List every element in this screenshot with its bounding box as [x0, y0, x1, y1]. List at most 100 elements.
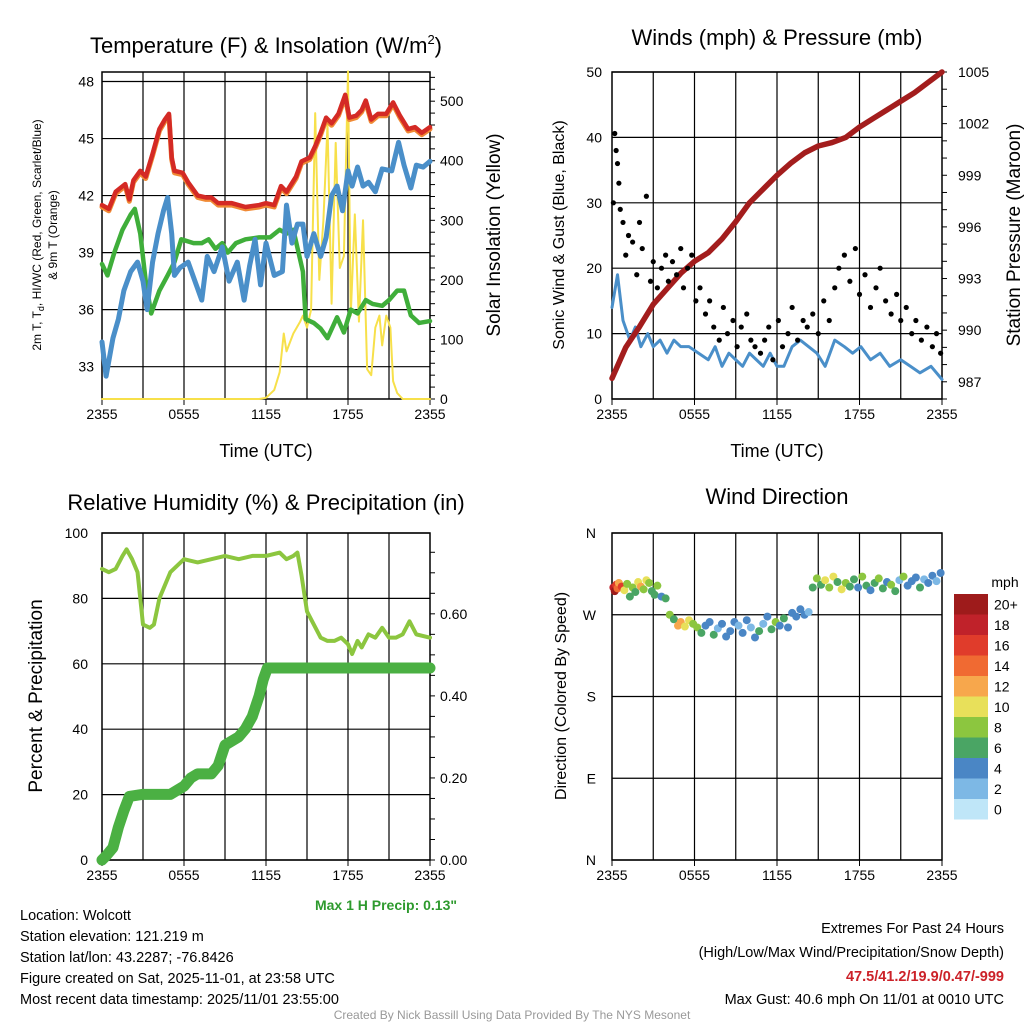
wind-direction-point: [854, 583, 863, 592]
gust-point: [724, 331, 731, 337]
colorbar-label: 12: [994, 678, 1010, 694]
gust-point: [658, 265, 665, 271]
credit-text: Created By Nick Bassill Using Data Provi…: [333, 1008, 691, 1022]
gust-point: [785, 331, 791, 337]
x-tick-label: 1755: [844, 406, 875, 422]
x-tick-label: 1755: [332, 406, 363, 422]
gust-point: [795, 337, 801, 343]
x-tick-label: 2355: [414, 406, 445, 422]
wind-direction-point: [639, 585, 648, 594]
gust-point: [821, 298, 827, 304]
wind-direction-point: [784, 623, 792, 632]
gust-point: [913, 317, 919, 324]
y2-tick-label: 0.20: [440, 770, 467, 786]
x-tick-label: 1155: [251, 406, 281, 422]
gust-point: [625, 232, 632, 239]
wind-direction-point: [796, 605, 805, 614]
x-tick-label: 2355: [414, 867, 445, 883]
wind-direction-point: [812, 574, 821, 583]
wind-direction-point: [911, 573, 920, 582]
elevation-text: Station elevation: 121.219 m: [20, 929, 204, 945]
y2-tick-label: 1005: [958, 64, 989, 80]
solar-insolation-line: [101, 70, 431, 400]
gust-point: [883, 298, 889, 304]
wind-direction-point: [792, 612, 801, 621]
y-tick-label: 33: [78, 359, 94, 375]
y2-tick-label: 0: [440, 391, 448, 407]
gust-point: [918, 337, 924, 343]
y-tick-label: 20: [586, 260, 602, 276]
chart-title: Temperature (F) & Insolation (W/m2): [90, 32, 442, 58]
wind-direction-point: [779, 614, 788, 623]
gust-point: [711, 324, 717, 330]
x-tick-label: 0555: [679, 406, 710, 422]
y2-tick-label: 500: [440, 93, 464, 109]
wind-direction-point: [709, 630, 718, 639]
gust-point: [613, 147, 619, 154]
wind-direction-point: [808, 583, 817, 592]
wind-direction-point: [746, 623, 755, 632]
scarlet-blue-line: [99, 139, 433, 379]
gust-point: [680, 285, 687, 291]
gust-point: [873, 285, 879, 291]
wind-direction-point: [775, 621, 784, 630]
gust-point: [630, 239, 636, 245]
colorbar-label: 20+: [994, 596, 1018, 612]
gust-point: [748, 337, 754, 343]
x-tick-label: 2355: [926, 406, 957, 422]
colorbar-swatch: [954, 799, 988, 820]
colorbar-label: 16: [994, 637, 1010, 653]
y-tick-label: 39: [78, 245, 94, 261]
chart-title: Relative Humidity (%) & Precipitation (i…: [67, 490, 464, 515]
y-tick-label: 60: [72, 656, 88, 672]
y-tick-label: 40: [586, 129, 602, 145]
gust-point: [707, 298, 713, 304]
gust-point: [617, 206, 623, 212]
extremes-box: Extremes For Past 24 Hours (High/Low/Max…: [699, 917, 1004, 1011]
extremes-values: 47.5/41.2/19.9/0.47/-999: [845, 969, 1004, 985]
x-tick-label: 2355: [596, 867, 627, 883]
wind-direction-point: [726, 627, 735, 636]
y2-tick-label: 100: [440, 331, 464, 347]
y-tick-label: 100: [65, 525, 89, 541]
x-tick-label: 1755: [844, 867, 875, 883]
wind-direction-point: [821, 576, 830, 585]
gust-point: [903, 304, 909, 311]
wind-direction-point: [932, 577, 941, 586]
y2-tick-label: 990: [958, 322, 982, 338]
wind-direction-point: [936, 568, 945, 577]
gust-point: [775, 317, 781, 324]
wind-direction-point: [661, 594, 670, 603]
y-tick-label: 10: [586, 326, 602, 342]
max-gust-text: Max Gust: 40.6 mph On 11/01 at 0010 UTC: [724, 992, 1004, 1008]
colorbar-swatch: [954, 655, 988, 676]
colorbar-swatch: [954, 635, 988, 656]
colorbar-label: 6: [994, 740, 1002, 756]
gust-point: [669, 259, 676, 265]
gust-point: [716, 337, 722, 343]
colorbar-label: 14: [994, 658, 1010, 674]
wind-direction-point: [833, 578, 842, 587]
y2-tick-label: 993: [958, 271, 982, 287]
y2-tick-label: 300: [440, 212, 464, 228]
x-tick-label: 1155: [251, 867, 281, 883]
wind-direction-point: [891, 587, 900, 596]
wind-direction-point: [759, 619, 768, 628]
gust-point: [634, 272, 640, 278]
extremes-title: Extremes For Past 24 Hours: [821, 921, 1004, 937]
gust-point: [929, 344, 935, 350]
colorbar-label: 2: [994, 781, 1002, 797]
relative-humidity-line: [100, 547, 432, 656]
x-tick-label: 1155: [762, 867, 792, 883]
gust-point: [800, 317, 806, 324]
y-tick-label: W: [583, 607, 597, 623]
gust-point: [636, 219, 643, 226]
gust-point: [909, 331, 915, 337]
gust-point: [847, 278, 853, 284]
x-tick-label: 1155: [762, 406, 792, 422]
wind-direction-point: [755, 627, 764, 636]
y-tick-label: 42: [78, 188, 94, 204]
wind-direction-point: [738, 628, 747, 637]
wind-direction-point: [653, 581, 662, 590]
